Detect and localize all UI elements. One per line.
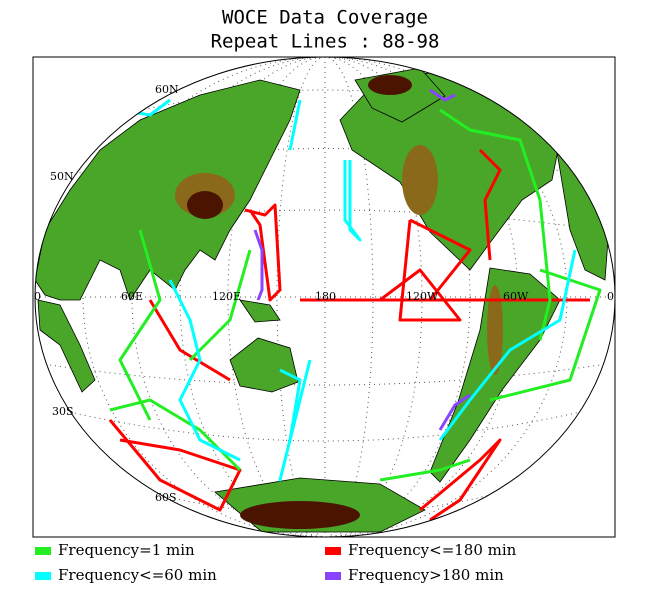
track bbox=[244, 203, 282, 302]
track bbox=[343, 160, 362, 242]
track bbox=[118, 229, 162, 421]
globe-outline bbox=[34, 56, 616, 538]
title-line: Repeat Lines : 88-98 bbox=[211, 31, 440, 53]
title-line: WOCE Data Coverage bbox=[222, 7, 428, 29]
longitude-label: 60E bbox=[121, 290, 143, 303]
longitude-label: 180 bbox=[315, 290, 336, 303]
longitude-labels: 0 60E 120E 180 120W 60W 0 bbox=[34, 290, 614, 303]
track bbox=[439, 108, 552, 341]
latitude-label: 50N bbox=[50, 170, 74, 183]
track bbox=[378, 218, 472, 322]
track bbox=[438, 393, 471, 431]
globe bbox=[35, 57, 615, 537]
track bbox=[478, 148, 502, 261]
track bbox=[168, 279, 241, 462]
track bbox=[429, 88, 456, 102]
longitude-label: 0 bbox=[34, 290, 41, 303]
legend: Frequency=1 min Frequency<=60 min Frequenc… bbox=[35, 541, 517, 584]
track bbox=[288, 99, 302, 151]
track bbox=[253, 229, 264, 301]
legend-label: Frequency>180 min bbox=[348, 566, 504, 584]
track bbox=[188, 249, 252, 362]
legend-label: Frequency<=60 min bbox=[58, 566, 217, 584]
latitude-labels: 60N 50N 30S 60S bbox=[50, 83, 179, 504]
longitude-label: 120E bbox=[212, 290, 241, 303]
longitude-label: 120W bbox=[406, 290, 439, 303]
legend-swatch bbox=[35, 547, 51, 555]
track bbox=[148, 299, 231, 382]
latitude-label: 60S bbox=[155, 491, 177, 504]
latitude-label: 60N bbox=[155, 83, 179, 96]
track bbox=[419, 438, 502, 522]
track bbox=[109, 398, 242, 472]
legend-label: Frequency=1 min bbox=[58, 541, 195, 559]
track bbox=[379, 458, 471, 482]
track bbox=[278, 359, 312, 482]
longitude-label: 0 bbox=[607, 290, 614, 303]
legend-label: Frequency<=180 min bbox=[348, 541, 517, 559]
tracks bbox=[108, 88, 602, 522]
legend-swatch bbox=[325, 572, 341, 580]
legend-swatch bbox=[35, 572, 51, 580]
legend-swatch bbox=[325, 547, 341, 555]
track bbox=[108, 419, 242, 512]
longitude-label: 60W bbox=[503, 290, 529, 303]
landmasses bbox=[35, 67, 609, 533]
track bbox=[438, 249, 577, 441]
latitude-label: 30S bbox=[52, 405, 74, 418]
